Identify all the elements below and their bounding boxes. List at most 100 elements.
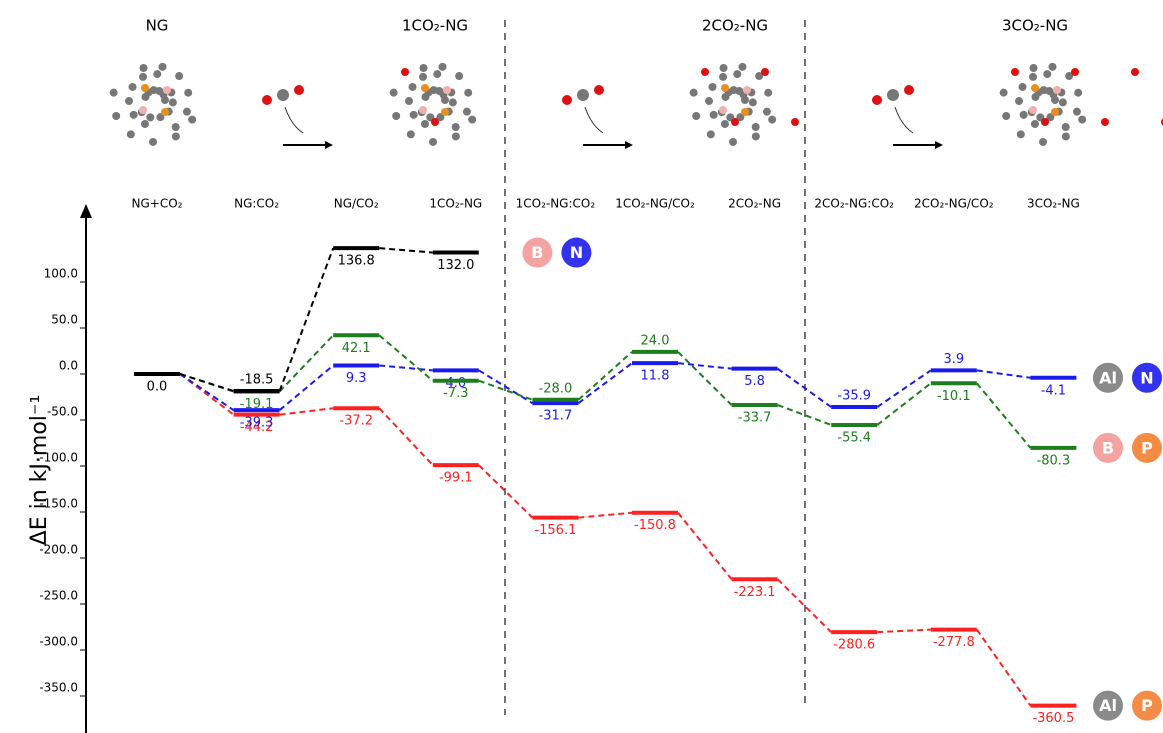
atom xyxy=(433,70,442,79)
legend-label: N xyxy=(570,243,583,262)
atom xyxy=(720,119,729,128)
atom xyxy=(436,113,445,122)
value-label: -44.2 xyxy=(240,420,274,435)
connector xyxy=(577,362,633,404)
atom xyxy=(1029,106,1037,114)
atom xyxy=(408,82,417,91)
atom xyxy=(438,62,447,71)
atom xyxy=(1041,118,1049,126)
atom xyxy=(1078,115,1087,124)
atom xyxy=(392,112,401,121)
legend-label: P xyxy=(1141,696,1153,715)
value-label: 9.3 xyxy=(346,371,367,386)
value-label: -223.1 xyxy=(734,585,776,600)
value-label: 136.8 xyxy=(338,254,375,269)
stage-title: 3CO₂-NG xyxy=(1002,17,1068,35)
connector xyxy=(179,373,235,411)
atom xyxy=(1031,92,1040,101)
legend-label: B xyxy=(1102,438,1114,457)
atom xyxy=(709,110,718,119)
x-category-label: 2CO₂-NG xyxy=(728,197,781,211)
atom xyxy=(128,82,137,91)
stage-separators xyxy=(504,20,806,715)
atom xyxy=(1019,110,1028,119)
x-category-label: 1CO₂-NG/CO₂ xyxy=(615,197,695,211)
atom xyxy=(156,113,165,122)
connector xyxy=(877,628,931,634)
connector xyxy=(278,247,335,392)
legend-badge xyxy=(1093,362,1123,393)
legend-badge xyxy=(1132,690,1162,721)
atom xyxy=(1030,119,1039,128)
connector xyxy=(976,382,1032,449)
connector xyxy=(677,362,732,370)
atom xyxy=(146,113,155,122)
stage-title: 2CO₂-NG xyxy=(702,17,768,35)
value-label: 42.1 xyxy=(342,341,371,356)
atom xyxy=(171,132,180,141)
value-label: -156.1 xyxy=(534,523,576,538)
atom xyxy=(1072,107,1081,116)
x-category-label: 1CO₂-NG xyxy=(429,197,482,211)
atom xyxy=(562,95,572,105)
x-category-label: NG/CO₂ xyxy=(334,197,379,211)
atom xyxy=(1016,130,1025,139)
atom xyxy=(1015,97,1024,106)
arrow-head xyxy=(325,141,333,149)
connector xyxy=(278,334,334,393)
atom xyxy=(149,137,158,146)
atom xyxy=(401,68,409,76)
atom xyxy=(755,72,764,81)
connector xyxy=(776,578,832,633)
atom xyxy=(451,132,460,141)
atom xyxy=(733,70,742,79)
atom xyxy=(448,98,457,107)
atom xyxy=(764,88,773,97)
y-tick-label: -200.0 xyxy=(39,543,78,557)
connector xyxy=(577,351,633,401)
x-category-label: 2CO₂-NG:CO₂ xyxy=(814,197,894,211)
atom xyxy=(1053,86,1061,94)
atom xyxy=(1011,68,1019,76)
legend-label: N xyxy=(1140,368,1153,387)
atom xyxy=(277,89,289,101)
connector xyxy=(379,364,433,372)
value-label: 3.9 xyxy=(943,352,964,367)
atom xyxy=(1002,112,1011,121)
atom xyxy=(731,118,739,126)
legend-label: Al xyxy=(1099,368,1117,387)
atom xyxy=(175,72,184,81)
atom xyxy=(421,92,430,101)
atom xyxy=(158,62,167,71)
atom xyxy=(705,97,714,106)
connector xyxy=(975,629,1032,707)
x-category-label: NG:CO₂ xyxy=(234,197,279,211)
atom xyxy=(721,84,729,92)
connector xyxy=(179,373,234,392)
atom xyxy=(168,98,177,107)
connector xyxy=(777,367,832,408)
atom xyxy=(464,88,473,97)
value-label: -277.8 xyxy=(933,635,975,650)
y-tick-label: -100.0 xyxy=(39,451,78,465)
y-tick-label: -150.0 xyxy=(39,497,78,511)
legend-badge xyxy=(1093,690,1123,721)
atom xyxy=(1071,68,1079,76)
atom xyxy=(1039,137,1048,146)
legend-badge xyxy=(1093,432,1123,463)
y-tick-label: -350.0 xyxy=(39,681,78,695)
atom xyxy=(1065,72,1074,81)
atom xyxy=(139,72,148,81)
atom xyxy=(738,62,747,71)
atom xyxy=(1061,132,1070,141)
connector xyxy=(378,407,434,466)
connector xyxy=(876,369,932,408)
value-label: -99.1 xyxy=(439,471,473,486)
value-label: -37.2 xyxy=(339,414,373,429)
atom xyxy=(421,84,429,92)
value-label: -35.9 xyxy=(837,389,871,404)
atom xyxy=(1101,118,1109,126)
connector xyxy=(179,373,234,393)
atom xyxy=(1061,122,1070,131)
atom xyxy=(762,107,771,116)
